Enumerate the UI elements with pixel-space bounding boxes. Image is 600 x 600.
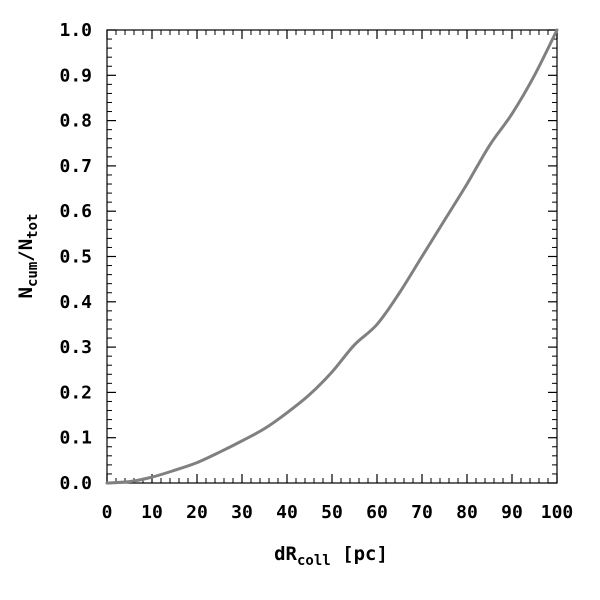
x-tick-label-3: 30 bbox=[231, 502, 253, 523]
x-tick-label-6: 60 bbox=[366, 502, 388, 523]
y-axis-title-num-sub: cum bbox=[25, 262, 41, 287]
x-axis-title-main: dR bbox=[274, 543, 297, 565]
x-tick-label-1: 10 bbox=[141, 502, 163, 523]
y-tick-labels: 0.0 0.1 0.2 0.3 0.4 0.5 0.6 0.7 0.8 0.9 1.0 bbox=[59, 20, 92, 494]
x-tick-label-9: 90 bbox=[501, 502, 523, 523]
y-axis-title-den-sub: tot bbox=[25, 214, 41, 239]
major-ticks bbox=[106, 29, 558, 484]
y-axis-title: Ncum/Ntot bbox=[15, 214, 41, 299]
y-tick-label-10: 1.0 bbox=[59, 20, 92, 41]
y-tick-label-5: 0.5 bbox=[59, 247, 92, 268]
x-axis-title-sub: coll bbox=[297, 553, 331, 569]
y-tick-label-3: 0.3 bbox=[59, 337, 92, 358]
x-tick-label-4: 40 bbox=[276, 502, 298, 523]
y-tick-label-6: 0.6 bbox=[59, 201, 92, 222]
y-axis-title-den: N bbox=[15, 239, 37, 250]
y-axis-title-sep: / bbox=[15, 250, 37, 261]
x-tick-label-0: 0 bbox=[102, 502, 113, 523]
x-tick-label-5: 50 bbox=[321, 502, 343, 523]
y-tick-label-7: 0.7 bbox=[59, 156, 92, 177]
y-tick-label-2: 0.2 bbox=[59, 382, 92, 403]
x-axis-title-suffix: [pc] bbox=[331, 543, 388, 565]
x-tick-label-8: 80 bbox=[456, 502, 478, 523]
minor-ticks bbox=[107, 30, 557, 483]
x-axis-title: dRcoll [pc] bbox=[274, 543, 388, 569]
y-tick-label-8: 0.8 bbox=[59, 111, 92, 132]
y-axis-title-num: N bbox=[15, 287, 37, 298]
x-tick-label-10: 100 bbox=[541, 502, 574, 523]
x-tick-labels: 0 10 20 30 40 50 60 70 80 90 100 bbox=[102, 502, 574, 523]
x-tick-label-7: 70 bbox=[411, 502, 433, 523]
x-tick-label-2: 20 bbox=[186, 502, 208, 523]
y-tick-label-0: 0.0 bbox=[59, 473, 92, 494]
y-tick-label-4: 0.4 bbox=[59, 292, 92, 313]
plot-frame bbox=[106, 29, 558, 484]
series-line bbox=[105, 28, 559, 485]
y-tick-label-9: 0.9 bbox=[59, 65, 92, 86]
y-tick-label-1: 0.1 bbox=[59, 428, 92, 449]
